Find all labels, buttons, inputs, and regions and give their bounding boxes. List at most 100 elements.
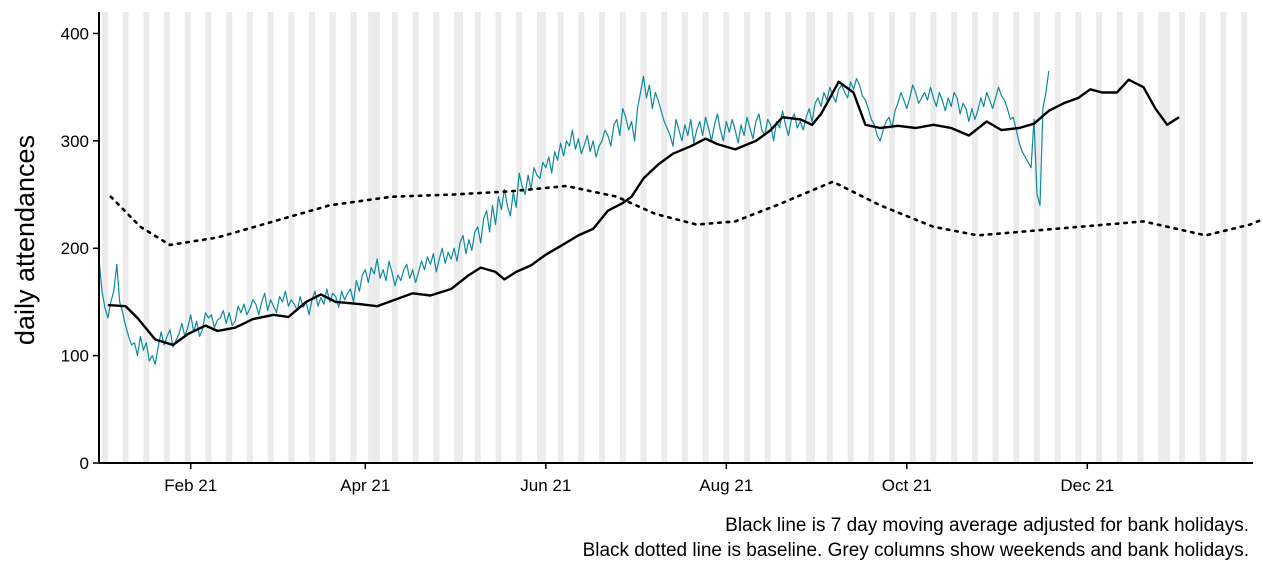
x-tick-label: Jun 21 (520, 476, 571, 495)
series-line-baseline (109, 180, 1263, 247)
weekend-column (764, 12, 768, 463)
weekend-column (1164, 12, 1168, 463)
weekend-column (350, 12, 354, 463)
weekend-column (1119, 12, 1123, 463)
weekend-column (270, 12, 274, 463)
weekend-column (829, 12, 833, 463)
weekend-column (560, 12, 564, 463)
weekend-column (459, 12, 463, 463)
weekend-column (288, 12, 292, 463)
weekend-column (557, 12, 561, 463)
weekend-column (433, 12, 437, 463)
weekend-column (249, 12, 253, 463)
weekend-column (747, 12, 750, 463)
weekend-column (1244, 12, 1248, 463)
weekend-column (640, 12, 644, 463)
weekend-column (681, 12, 685, 463)
weekend-column (205, 12, 209, 463)
weekend-column (812, 12, 816, 463)
weekend-column (184, 12, 188, 463)
x-tick-label: Aug 21 (699, 476, 753, 495)
weekend-column (1116, 12, 1120, 463)
axes: 0 100 200 300 400 Feb 21 Apr 21 Jun 21 Aug 21 Oct… (61, 12, 1253, 495)
weekend-column (643, 12, 647, 463)
weekend-column (104, 12, 108, 463)
series-line-moving-average (107, 78, 1180, 347)
weekend-column (495, 12, 499, 463)
weekend-column (726, 12, 730, 463)
weekend-column (353, 12, 357, 463)
weekend-column (912, 12, 916, 463)
weekend-column (889, 12, 893, 463)
weekend-column (516, 12, 520, 463)
weekend-column (454, 12, 458, 463)
weekend-column (705, 12, 709, 463)
weekend-column (1241, 12, 1245, 463)
weekend-column (622, 12, 626, 463)
weekend-column (329, 12, 333, 463)
weekend-column (1013, 12, 1017, 463)
weekend-column (125, 12, 129, 463)
y-axis-title: daily attendances (10, 135, 40, 345)
weekend-column (371, 12, 375, 463)
weekend-column (578, 12, 582, 463)
weekend-column (1034, 12, 1037, 463)
weekend-column (536, 12, 540, 463)
weekend-column (1036, 12, 1040, 463)
weekend-column (809, 12, 813, 463)
weekend-column (581, 12, 585, 463)
weekend-column (539, 12, 543, 463)
weekend-column (664, 12, 668, 463)
y-tick-label: 0 (80, 454, 89, 473)
weekend-column (391, 12, 395, 463)
x-tick-label: Dec 21 (1060, 476, 1114, 495)
weekend-column (788, 12, 792, 463)
weekend-shading (101, 12, 1248, 463)
weekend-column (226, 12, 230, 463)
weekend-column (868, 12, 872, 463)
weekend-column (1158, 12, 1162, 463)
weekend-column (1199, 12, 1203, 463)
weekend-column (1016, 12, 1020, 463)
weekend-column (374, 12, 378, 463)
y-tick-label: 400 (61, 24, 89, 43)
weekend-column (246, 12, 250, 463)
weekend-column (208, 12, 212, 463)
weekend-column (1167, 12, 1171, 463)
weekend-column (457, 12, 460, 463)
weekend-column (992, 12, 996, 463)
y-tick-label: 300 (61, 132, 89, 151)
weekend-column (971, 12, 975, 463)
series-line-daily (98, 71, 1050, 365)
weekend-column (1181, 12, 1185, 463)
weekend-column (498, 12, 502, 463)
x-tick-label: Apr 21 (340, 476, 390, 495)
weekend-column (767, 12, 771, 463)
weekend-column (187, 12, 191, 463)
weekend-column (871, 12, 875, 463)
weekend-column (542, 12, 546, 463)
weekend-column (1075, 12, 1079, 463)
weekend-column (892, 12, 895, 463)
x-tick-label: Oct 21 (882, 476, 932, 495)
weekend-column (1054, 12, 1058, 463)
weekend-column (1161, 12, 1165, 463)
weekend-column (474, 12, 478, 463)
weekend-column (744, 12, 748, 463)
weekend-column (951, 12, 955, 463)
weekend-column (332, 12, 336, 463)
weekend-column (412, 12, 416, 463)
caption-baseline: Black dotted line is baseline. Grey colu… (582, 540, 1249, 561)
weekend-column (930, 12, 934, 463)
weekend-column (146, 12, 150, 463)
weekend-column (267, 12, 271, 463)
weekend-column (1202, 12, 1206, 463)
weekend-column (143, 12, 147, 463)
weekend-column (1179, 12, 1182, 463)
weekend-column (826, 12, 830, 463)
weekend-column (1137, 12, 1141, 463)
weekend-column (1057, 12, 1061, 463)
y-tick-label: 200 (61, 239, 89, 258)
weekend-column (415, 12, 419, 463)
caption-moving-average: Black line is 7 day moving average adjus… (725, 515, 1249, 536)
